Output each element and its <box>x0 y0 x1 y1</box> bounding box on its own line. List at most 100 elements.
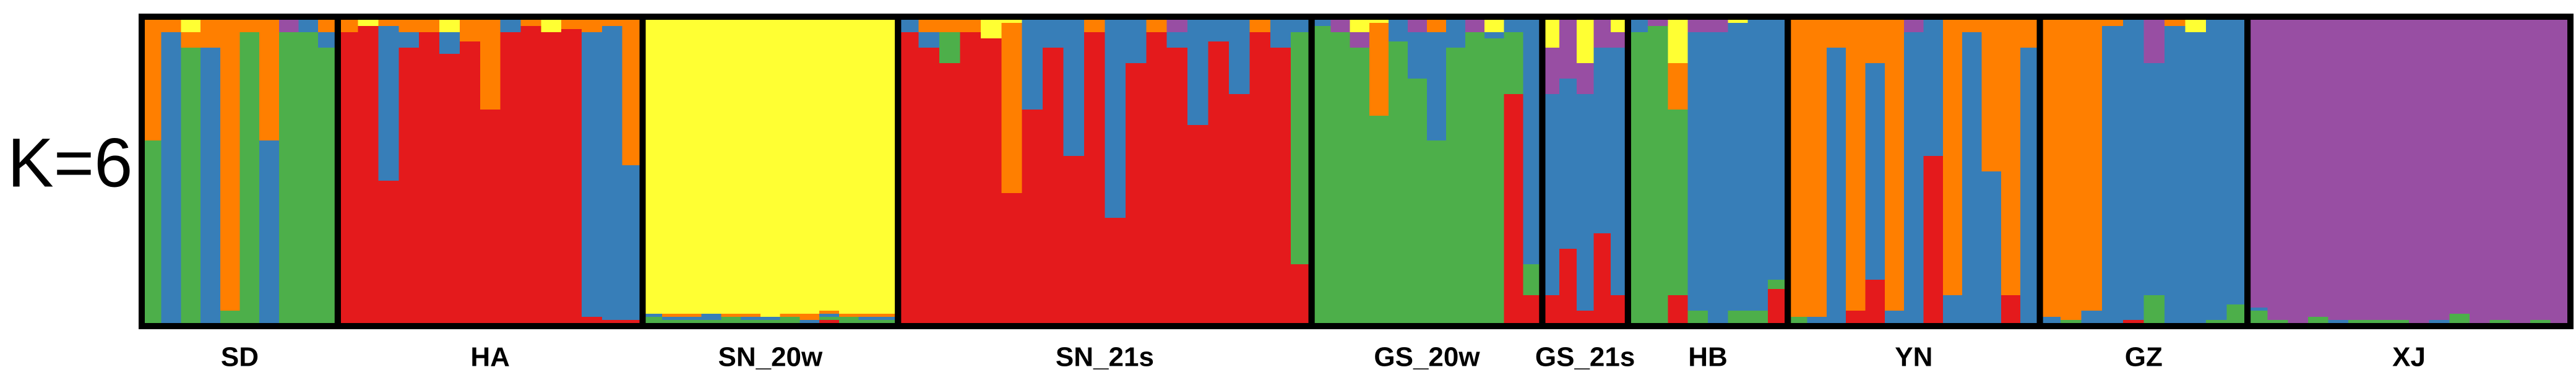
admixture-segment <box>161 32 181 326</box>
admixture-segment <box>337 32 359 326</box>
admixture-segment <box>2040 17 2061 317</box>
admixture-segment <box>561 29 582 326</box>
group-label: HB <box>1688 342 1728 373</box>
admixture-segment <box>601 26 623 320</box>
admixture-segment <box>220 17 241 311</box>
admixture-segment <box>1648 26 1669 326</box>
admixture-segment <box>2288 17 2309 323</box>
admixture-segment <box>701 314 722 320</box>
admixture-segment <box>980 38 1002 326</box>
admixture-segment <box>1465 32 1485 326</box>
admixture-segment <box>1593 233 1611 326</box>
admixture-segment <box>398 32 420 48</box>
group-label: HA <box>470 342 510 373</box>
admixture-segment <box>819 317 840 320</box>
admixture-segment <box>1484 38 1504 326</box>
admixture-segment <box>819 311 840 314</box>
group-label: YN <box>1895 342 1932 373</box>
admixture-segment <box>378 181 400 326</box>
admixture-segment <box>2389 17 2410 320</box>
admixture-segment <box>780 317 801 323</box>
admixture-segment <box>480 110 501 326</box>
admixture-segment <box>799 320 820 323</box>
admixture-segment <box>1043 17 1064 48</box>
admixture-segment <box>1826 17 1846 48</box>
admixture-segment <box>581 32 603 317</box>
admixture-segment <box>2247 308 2268 311</box>
admixture-segment <box>1627 32 1648 326</box>
admixture-segment <box>500 32 522 326</box>
admixture-segment <box>838 17 859 314</box>
admixture-segment <box>181 48 201 326</box>
admixture-segment <box>2510 17 2531 323</box>
admixture-segment <box>1084 32 1106 326</box>
admixture-segment <box>1022 17 1043 110</box>
group-label: SN_21s <box>1056 342 1154 373</box>
admixture-segment <box>2164 26 2186 326</box>
admixture-segment <box>878 320 898 323</box>
admixture-segment <box>918 32 940 48</box>
admixture-segment <box>1166 48 1188 326</box>
admixture-segment <box>1981 171 2002 326</box>
admixture-segment <box>1369 116 1389 326</box>
admixture-segment <box>1270 17 1291 48</box>
admixture-segment <box>701 320 722 323</box>
admixture-segment <box>760 317 781 320</box>
admixture-segment <box>1807 17 1827 317</box>
admixture-segment <box>1981 17 2002 171</box>
admixture-segment <box>1446 17 1466 48</box>
admixture-segment <box>1291 32 1312 264</box>
admixture-segment <box>2409 17 2430 323</box>
group-label: GS_20w <box>1374 342 1480 373</box>
admixture-segment <box>858 314 879 317</box>
admixture-segment <box>2328 320 2349 323</box>
admixture-segment <box>1687 32 1708 311</box>
admixture-segment <box>459 41 481 326</box>
admixture-segment <box>1427 32 1447 140</box>
admixture-segment <box>1668 295 1689 326</box>
admixture-segment <box>480 17 501 110</box>
admixture-segment <box>799 314 820 320</box>
admixture-segment <box>2001 295 2021 326</box>
admixture-segment <box>439 32 460 54</box>
admixture-segment <box>878 314 898 317</box>
admixture-segment <box>1001 193 1023 326</box>
admixture-segment <box>2267 17 2288 320</box>
admixture-segment <box>1923 156 1944 326</box>
admixture-segment <box>1767 280 1788 289</box>
admixture-segment <box>2348 17 2369 320</box>
admixture-segment <box>2247 17 2268 308</box>
admixture-segment <box>918 48 940 326</box>
admixture-segment <box>1884 17 1905 311</box>
admixture-segment <box>1330 32 1351 326</box>
admixture-segment <box>960 32 981 326</box>
admixture-segment <box>278 32 299 326</box>
admixture-segment <box>2001 17 2021 295</box>
admixture-segment <box>662 314 683 317</box>
admixture-segment <box>142 17 162 140</box>
admixture-segment <box>1865 280 1885 326</box>
admixture-segment <box>2429 17 2450 320</box>
admixture-segment <box>642 314 663 317</box>
admixture-segment <box>1125 63 1147 326</box>
admixture-segment <box>1504 94 1523 326</box>
admixture-segment <box>259 140 280 326</box>
admixture-segment <box>2368 17 2390 320</box>
admixture-segment <box>681 314 702 317</box>
admixture-segment <box>1484 32 1504 38</box>
admixture-segment <box>2081 17 2103 311</box>
admixture-segment <box>1559 17 1577 79</box>
admixture-segment <box>541 32 562 326</box>
admixture-segment <box>780 314 801 317</box>
admixture-segment <box>819 17 840 311</box>
admixture-segment <box>2143 295 2165 326</box>
admixture-segment <box>259 17 280 140</box>
admixture-segment <box>2429 320 2450 323</box>
admixture-segment <box>1125 17 1147 63</box>
admixture-segment <box>419 32 440 326</box>
admixture-segment <box>741 317 761 320</box>
admixture-segment <box>1350 48 1370 326</box>
admixture-segment <box>1668 17 1689 63</box>
admixture-segment <box>1063 17 1085 156</box>
admixture-segment <box>1708 32 1728 326</box>
